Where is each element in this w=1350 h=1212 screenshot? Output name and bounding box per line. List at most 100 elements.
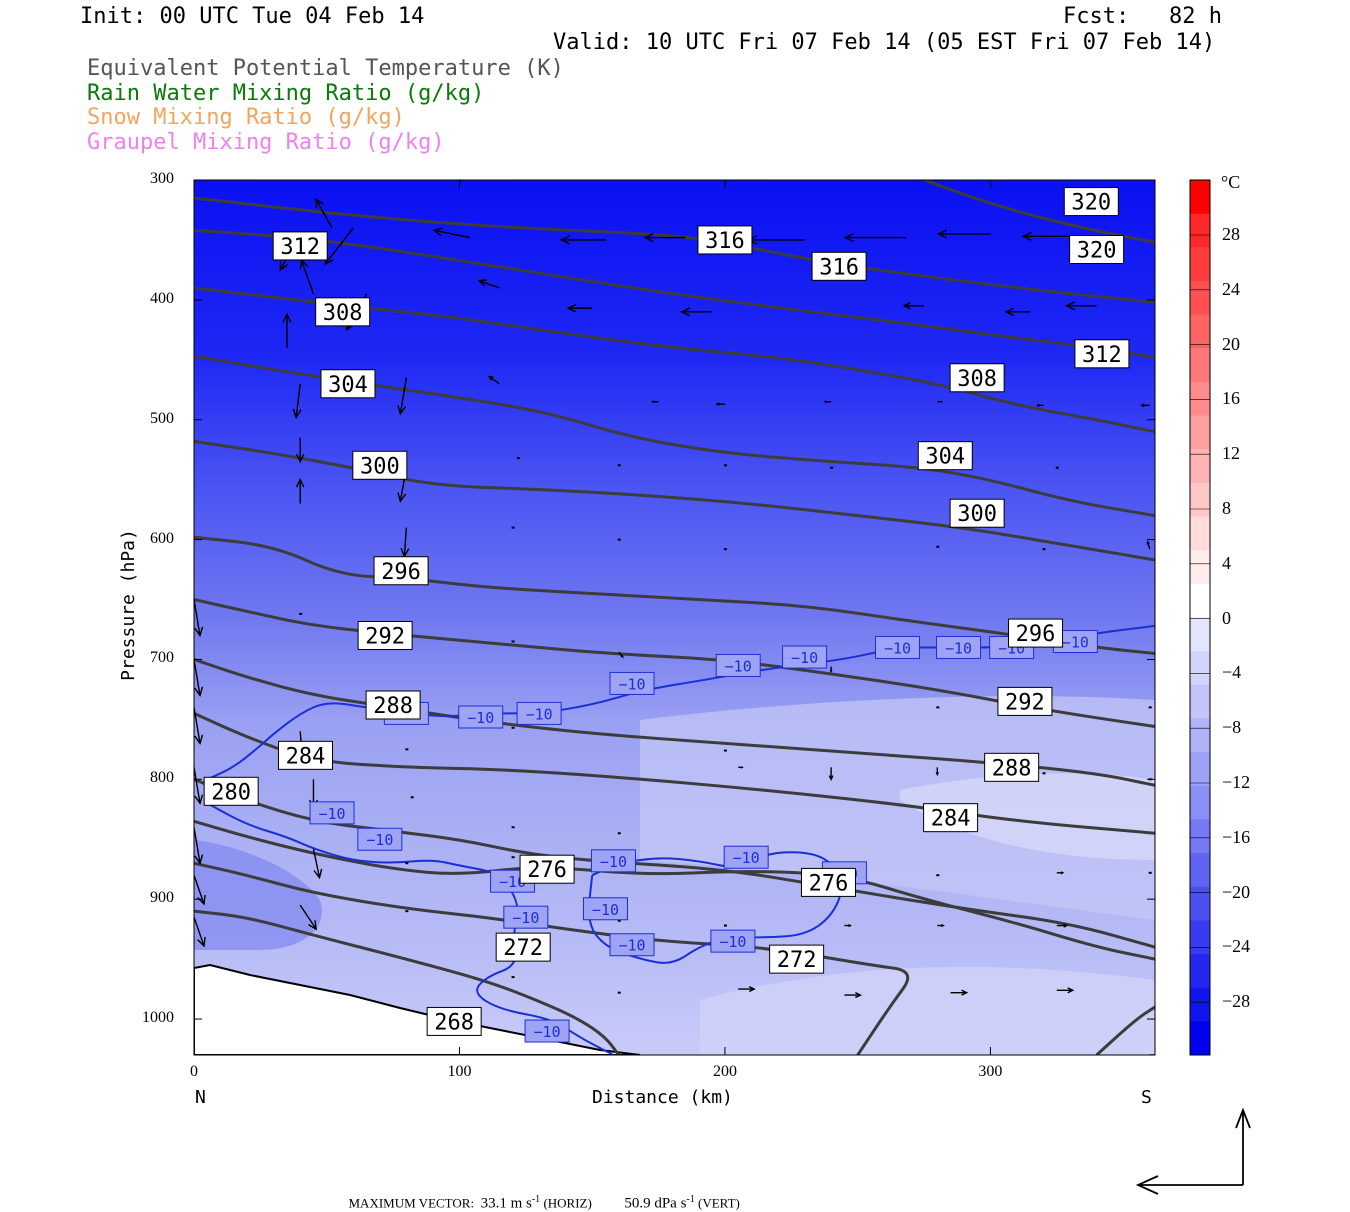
svg-text:−10: −10 bbox=[1062, 633, 1089, 651]
svg-text:304: 304 bbox=[328, 373, 368, 398]
colorbar-band bbox=[1190, 651, 1210, 686]
colorbar-label: −4 bbox=[1222, 662, 1242, 683]
svg-text:300: 300 bbox=[957, 502, 997, 527]
svg-text:288: 288 bbox=[992, 756, 1032, 781]
theta-e-label-320: 320 bbox=[1069, 235, 1125, 265]
theta-e-label-276: 276 bbox=[519, 854, 575, 884]
colorbar-band bbox=[1190, 314, 1210, 349]
colorbar-band bbox=[1190, 617, 1210, 652]
colorbar-label: −24 bbox=[1222, 936, 1251, 957]
theta-e-label-304: 304 bbox=[917, 441, 973, 471]
wind-vector bbox=[950, 989, 969, 996]
vert-value: 50.9 dPa s bbox=[624, 1195, 687, 1212]
wind-vector bbox=[194, 599, 204, 638]
temp-contour-label: −10 bbox=[723, 845, 769, 869]
theta-e-contour-320 bbox=[923, 180, 1155, 244]
theta-e-label-292: 292 bbox=[997, 686, 1053, 716]
svg-text:−10: −10 bbox=[467, 709, 494, 727]
wind-vector bbox=[1140, 403, 1150, 408]
wind-vector bbox=[194, 659, 204, 698]
temp-contour-label: −10 bbox=[309, 801, 355, 825]
theta-e-label-284: 284 bbox=[277, 740, 333, 770]
theta-e-label-312: 312 bbox=[1074, 339, 1130, 369]
wind-vector bbox=[559, 235, 606, 245]
theta-e-label-280: 280 bbox=[203, 776, 259, 806]
svg-text:284: 284 bbox=[931, 807, 971, 832]
wind-vector bbox=[477, 279, 500, 289]
x-tick-label: 200 bbox=[712, 1063, 737, 1080]
wind-vector bbox=[829, 666, 833, 674]
theta-e-contour-268 bbox=[194, 909, 620, 1055]
y-tick-label: 400 bbox=[150, 289, 174, 307]
svg-text:−10: −10 bbox=[945, 639, 972, 657]
wind-vector bbox=[844, 924, 853, 928]
svg-text:−10: −10 bbox=[719, 933, 746, 951]
svg-text:−10: −10 bbox=[366, 831, 393, 849]
svg-text:292: 292 bbox=[1005, 690, 1045, 715]
temp-contour-label: −10 bbox=[715, 653, 761, 677]
theta-e-label-316: 316 bbox=[811, 251, 867, 281]
svg-text:268: 268 bbox=[434, 1010, 474, 1035]
theta-e-contour-14 bbox=[1095, 1005, 1155, 1055]
svg-text:296: 296 bbox=[381, 560, 421, 585]
colorbar-band bbox=[1190, 247, 1210, 282]
svg-text:320: 320 bbox=[1071, 191, 1111, 216]
theta-e-label-312: 312 bbox=[272, 231, 328, 261]
forecast-hour: Fcst: 82 h bbox=[1063, 4, 1222, 29]
colorbar-band bbox=[1190, 583, 1210, 618]
wind-vector bbox=[1146, 540, 1151, 550]
colorbar-band bbox=[1190, 785, 1210, 820]
valid-time: Valid: 10 UTC Fri 07 Feb 14 (05 EST Fri … bbox=[553, 30, 1216, 55]
colorbar-unit: °C bbox=[1221, 172, 1241, 192]
theta-e-label-320: 320 bbox=[1063, 187, 1119, 217]
shade-band-lightest bbox=[900, 773, 1155, 860]
theta-e-contour-316 bbox=[194, 196, 1155, 304]
temp-contour-label: −10 bbox=[458, 705, 504, 729]
colorbar-band bbox=[1190, 752, 1210, 787]
svg-text:316: 316 bbox=[819, 255, 859, 280]
theta-e-label-288: 288 bbox=[984, 752, 1040, 782]
svg-text:312: 312 bbox=[280, 235, 320, 260]
svg-text:316: 316 bbox=[705, 229, 745, 254]
theta-e-label-304: 304 bbox=[320, 369, 376, 399]
svg-text:304: 304 bbox=[925, 445, 965, 470]
colorbar-label: −20 bbox=[1222, 881, 1251, 902]
temp-contour-label: −10 bbox=[782, 645, 828, 669]
y-axis-label: Pressure (hPa) bbox=[118, 529, 139, 681]
theta-e-contour-292 bbox=[194, 598, 1155, 729]
colorbar-label: 28 bbox=[1222, 224, 1240, 244]
colorbar-band bbox=[1190, 213, 1210, 248]
theta-e-contour-296 bbox=[194, 535, 1155, 655]
theta-e-label-272: 272 bbox=[769, 944, 825, 974]
wind-vector bbox=[194, 827, 204, 865]
plot-frame bbox=[193, 179, 1156, 1056]
svg-text:−10: −10 bbox=[733, 849, 760, 867]
south-end-label: S bbox=[1141, 1087, 1152, 1108]
wind-vector bbox=[194, 874, 206, 906]
wind-vector bbox=[315, 197, 333, 229]
max-vector-label: MAXIMUM VECTOR: bbox=[348, 1195, 475, 1211]
theta-e-label-284: 284 bbox=[923, 803, 979, 833]
wind-vector bbox=[738, 766, 744, 769]
theta-e-label-296: 296 bbox=[1008, 618, 1064, 648]
wind-vector bbox=[935, 767, 940, 777]
svg-text:272: 272 bbox=[777, 948, 817, 973]
colorbar-label: −28 bbox=[1222, 991, 1251, 1012]
wind-vector bbox=[650, 400, 659, 404]
field-label-graupel: Graupel Mixing Ratio (g/kg) bbox=[87, 130, 445, 155]
wind-vector bbox=[295, 478, 305, 504]
wind-vector bbox=[432, 227, 471, 239]
theta-e-label-300: 300 bbox=[949, 498, 1005, 528]
colorbar-band bbox=[1190, 718, 1210, 753]
wind-vector bbox=[1064, 301, 1097, 311]
temp-contour-label: −10 bbox=[936, 635, 982, 659]
wind-vector bbox=[1056, 871, 1065, 875]
colorbar-band bbox=[1190, 886, 1210, 921]
svg-text:−10: −10 bbox=[526, 705, 553, 723]
theta-e-label-308: 308 bbox=[949, 363, 1005, 393]
max-vector-footer: MAXIMUM VECTOR: 33.1 m s-1 (HORIZ) 50.9 … bbox=[342, 1178, 740, 1212]
y-tick-label: 600 bbox=[150, 529, 174, 547]
temp-contour-label: −10 bbox=[590, 849, 636, 873]
colorbar-label: −12 bbox=[1222, 772, 1251, 792]
